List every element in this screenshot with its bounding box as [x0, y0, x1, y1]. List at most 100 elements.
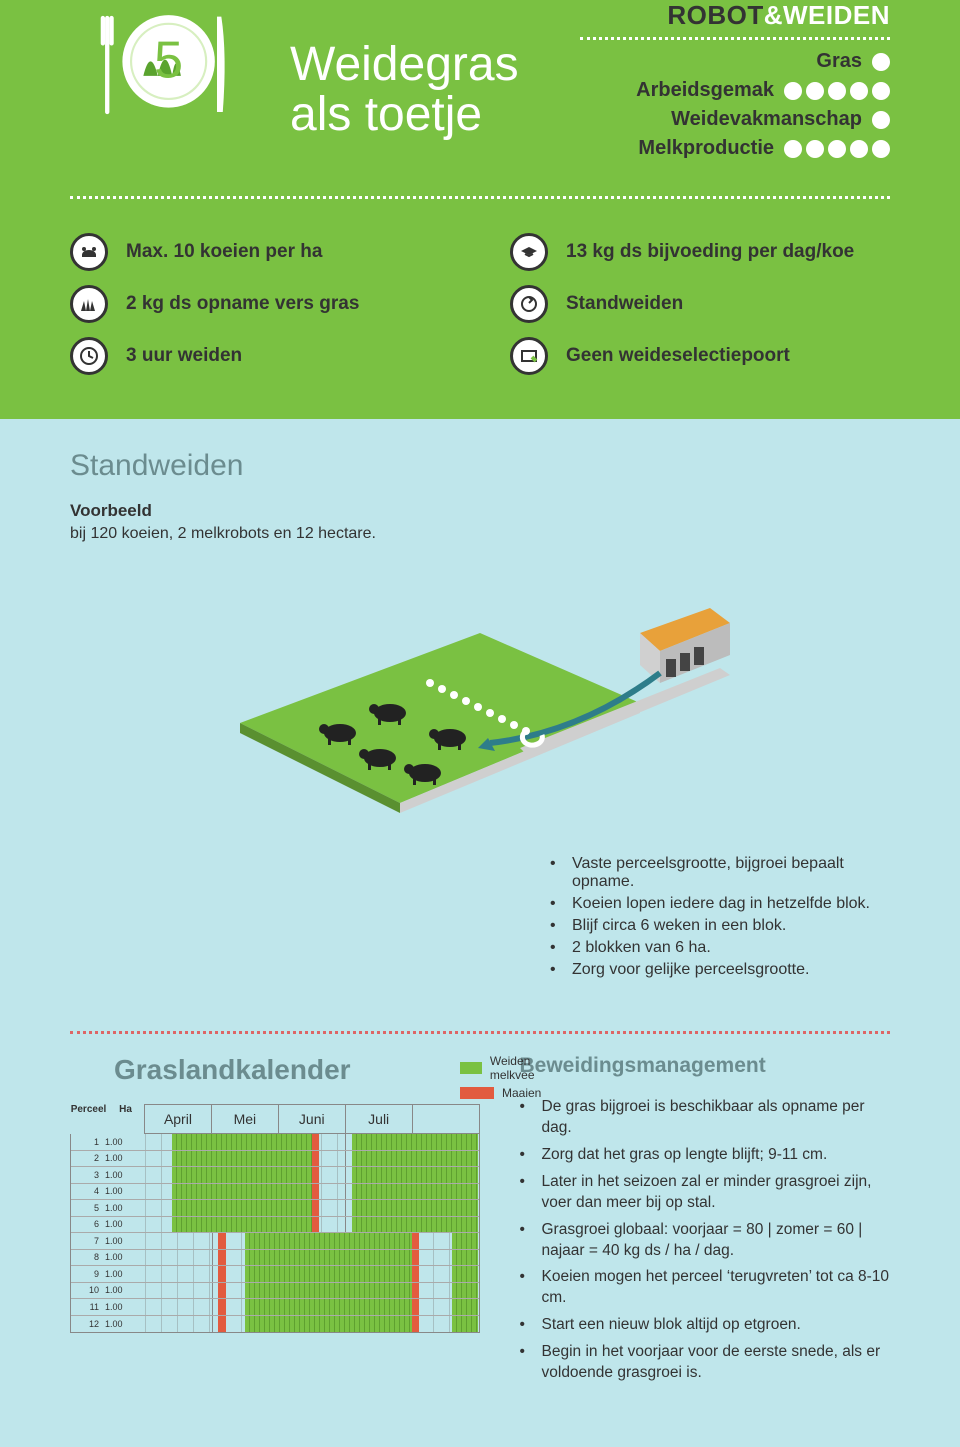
example-heading: Standweiden: [70, 449, 890, 483]
hero-section: 5 Weidegras als toetje ROBOT&WEIDEN Gras…: [0, 0, 960, 419]
fact-text: Geen weideselectiepoort: [566, 345, 790, 367]
management-bullet: Zorg dat het gras op lengte blijft; 9-11…: [520, 1142, 891, 1169]
rating-row: Arbeidsgemak: [580, 79, 890, 102]
bar-maaien: [218, 1250, 225, 1266]
bar-maaien: [312, 1134, 319, 1150]
calendar-month: April: [145, 1105, 212, 1133]
calendar-row-label: 91.00: [71, 1266, 145, 1283]
calendar-row-label: 81.00: [71, 1250, 145, 1267]
fact-row: Max. 10 koeien per ha: [70, 233, 450, 271]
bar-weiden: [245, 1316, 412, 1333]
bar-weiden: [172, 1184, 312, 1200]
fact-text: Max. 10 koeien per ha: [126, 241, 322, 263]
grass-icon: [70, 285, 108, 323]
example-bullet: Blijf circa 6 weken in een blok.: [550, 915, 890, 937]
management-heading: Beweidingsmanagement: [520, 1054, 891, 1078]
rotate-icon: [510, 285, 548, 323]
rating-label: Arbeidsgemak: [636, 79, 774, 102]
bar-weiden: [245, 1283, 412, 1299]
example-bullet: Koeien lopen iedere dag in hetzelfde blo…: [550, 893, 890, 915]
bar-maaien: [412, 1266, 419, 1282]
management-block: Beweidingsmanagement De gras bijgroei is…: [520, 1054, 891, 1387]
bar-weiden: [352, 1217, 479, 1233]
fact-row: Standweiden: [510, 285, 890, 323]
rating-dots: [872, 111, 890, 129]
calendar-month: Mei: [212, 1105, 279, 1133]
bar-maaien: [412, 1299, 419, 1315]
example-bullet: Vaste perceelsgrootte, bijgroei bepaalt …: [550, 853, 890, 893]
calendar-grid-row: [145, 1299, 479, 1316]
calendar-row-label: 121.00: [71, 1316, 145, 1333]
hero-title: Weidegras als toetje: [290, 0, 519, 141]
bar-maaien: [218, 1233, 225, 1249]
bar-weiden: [352, 1200, 479, 1216]
bar-weiden: [245, 1233, 412, 1249]
example-bullet: 2 blokken van 6 ha.: [550, 937, 890, 959]
calendar-grid-row: [145, 1250, 479, 1267]
clock-icon: [70, 337, 108, 375]
bar-maaien: [412, 1250, 419, 1266]
bar-weiden: [452, 1266, 479, 1282]
bar-weiden: [352, 1184, 479, 1200]
cow-icon: [70, 233, 108, 271]
example-section: Standweiden Voorbeeld bij 120 koeien, 2 …: [0, 419, 960, 1447]
bar-weiden: [352, 1134, 479, 1150]
col-perceel: Perceel: [70, 1104, 107, 1134]
calendar-grid-row: [145, 1134, 479, 1151]
bar-weiden: [245, 1250, 412, 1266]
calendar-row-label: 101.00: [71, 1283, 145, 1300]
management-bullet: Grasgroei globaal: voorjaar = 80 | zomer…: [520, 1217, 891, 1265]
facts-grid: Max. 10 koeien per ha 2 kg ds opname vers…: [70, 219, 890, 389]
example-bullet: Zorg voor gelijke perceelsgrootte.: [550, 959, 890, 981]
bar-weiden: [245, 1266, 412, 1282]
management-bullets: De gras bijgroei is beschikbaar als opna…: [520, 1094, 891, 1387]
feed-icon: [510, 233, 548, 271]
calendar-grid-row: [145, 1217, 479, 1234]
plate-number-text: 5: [154, 31, 183, 89]
bar-maaien: [312, 1217, 319, 1233]
bar-maaien: [312, 1200, 319, 1216]
calendar-grid-row: [145, 1200, 479, 1217]
bar-maaien: [218, 1299, 225, 1315]
plate-badge: 5: [70, 0, 260, 150]
rating-row: Gras: [580, 50, 890, 73]
title-line2: als toetje: [290, 88, 482, 141]
fact-row: 2 kg ds opname vers gras: [70, 285, 450, 323]
fact-text: 3 uur weiden: [126, 345, 242, 367]
example-sub-text: bij 120 koeien, 2 melkrobots en 12 hecta…: [70, 525, 890, 543]
bar-maaien: [312, 1167, 319, 1183]
rating-label: Gras: [816, 50, 862, 73]
rating-label: Weidevakmanschap: [671, 108, 862, 131]
calendar-block: Graslandkalender Weiden melkveeMaaien Pe…: [70, 1054, 480, 1387]
management-bullet: Begin in het voorjaar voor de eerste sne…: [520, 1339, 891, 1387]
bar-weiden: [452, 1299, 479, 1315]
brand: ROBOT&WEIDEN: [580, 0, 890, 31]
col-ha: Ha: [107, 1104, 144, 1134]
gate-icon: [510, 337, 548, 375]
calendar-row-label: 111.00: [71, 1299, 145, 1316]
fact-row: Geen weideselectiepoort: [510, 337, 890, 375]
bar-weiden: [172, 1200, 312, 1216]
calendar-grid-row: [145, 1233, 479, 1250]
fact-row: 3 uur weiden: [70, 337, 450, 375]
bar-weiden: [452, 1283, 479, 1299]
title-line1: Weidegras: [290, 38, 519, 91]
management-bullet: Start een nieuw blok altijd op etgroen.: [520, 1312, 891, 1339]
bar-weiden: [172, 1217, 312, 1233]
calendar-heading: Graslandkalender: [114, 1054, 480, 1086]
management-bullet: Koeien mogen het perceel ‘terugvreten’ t…: [520, 1264, 891, 1312]
bar-weiden: [245, 1299, 412, 1315]
bar-weiden: [172, 1167, 312, 1183]
calendar-month: [413, 1105, 479, 1133]
bar-weiden: [172, 1134, 312, 1150]
rating-row: Weidevakmanschap: [580, 108, 890, 131]
management-bullet: De gras bijgroei is beschikbaar als opna…: [520, 1094, 891, 1142]
bar-weiden: [352, 1167, 479, 1183]
bar-weiden: [452, 1250, 479, 1266]
calendar-table: Perceel Ha AprilMeiJuniJuli 11.0021.0031…: [70, 1104, 480, 1333]
bar-maaien: [412, 1233, 419, 1249]
bar-maaien: [312, 1151, 319, 1167]
bar-maaien: [218, 1283, 225, 1299]
calendar-row-label: 31.00: [71, 1167, 145, 1184]
rating-dots: [784, 140, 890, 158]
